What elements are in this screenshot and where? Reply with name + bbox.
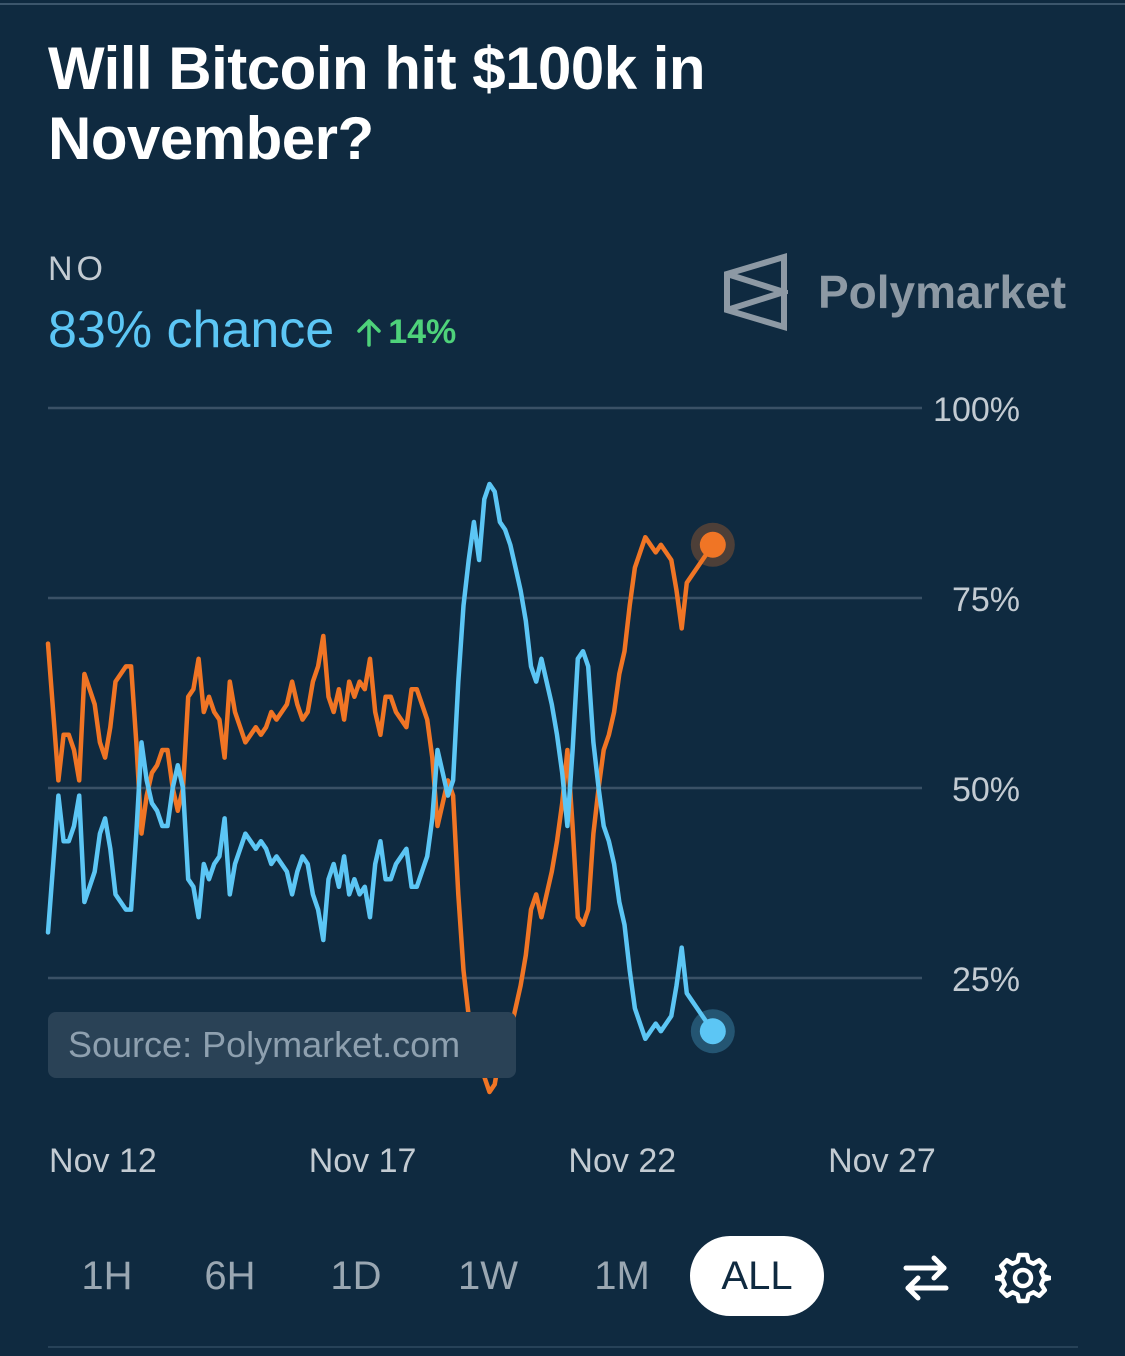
x-tick-label: Nov 12: [49, 1142, 157, 1180]
time-range-selector: 1H 6H 1D 1W 1M ALL: [48, 1236, 1088, 1316]
arrow-up-icon: [357, 319, 381, 347]
x-tick-label: Nov 27: [828, 1142, 936, 1180]
end-marker: [699, 1018, 726, 1045]
range-1d-button[interactable]: 1D: [330, 1254, 382, 1298]
top-divider: [0, 3, 1125, 5]
polymarket-logo-icon: [724, 252, 788, 332]
change-value: 14%: [388, 312, 457, 351]
probability-chart: 25% 50% 75% 100% Nov 12 Nov 17 Nov 22 Nov 27: [45, 391, 1020, 1180]
range-all-button[interactable]: ALL: [690, 1236, 824, 1316]
swap-arrows-icon[interactable]: [898, 1250, 954, 1306]
range-1h-button[interactable]: 1H: [81, 1254, 133, 1298]
bottom-divider: [48, 1346, 1078, 1348]
brand: Polymarket: [722, 252, 1066, 332]
source-label: Source: Polymarket.com: [48, 1012, 516, 1078]
series-line: [45, 481, 716, 1042]
range-1m-button[interactable]: 1M: [594, 1254, 650, 1298]
outcome-label: NO: [48, 250, 107, 288]
gear-icon[interactable]: [993, 1250, 1053, 1306]
source-text: Source: Polymarket.com: [68, 1024, 461, 1065]
y-tick-label: 100%: [933, 391, 1020, 429]
x-tick-label: Nov 17: [309, 1142, 417, 1180]
chance-row: 83% chance 14%: [48, 300, 456, 360]
range-6h-button[interactable]: 6H: [204, 1254, 256, 1298]
brand-name: Polymarket: [818, 266, 1067, 318]
change-indicator: 14%: [356, 313, 456, 352]
y-tick-label: 25%: [952, 961, 1020, 999]
x-tick-label: Nov 22: [568, 1142, 676, 1180]
market-title: Will Bitcoin hit $100k in November?: [48, 35, 706, 172]
range-1w-button[interactable]: 1W: [458, 1254, 518, 1298]
chance-text: 83% chance: [48, 301, 335, 359]
end-marker: [699, 531, 726, 558]
y-tick-label: 75%: [952, 581, 1020, 619]
series-line: [45, 534, 716, 1095]
y-tick-label: 50%: [952, 771, 1020, 809]
